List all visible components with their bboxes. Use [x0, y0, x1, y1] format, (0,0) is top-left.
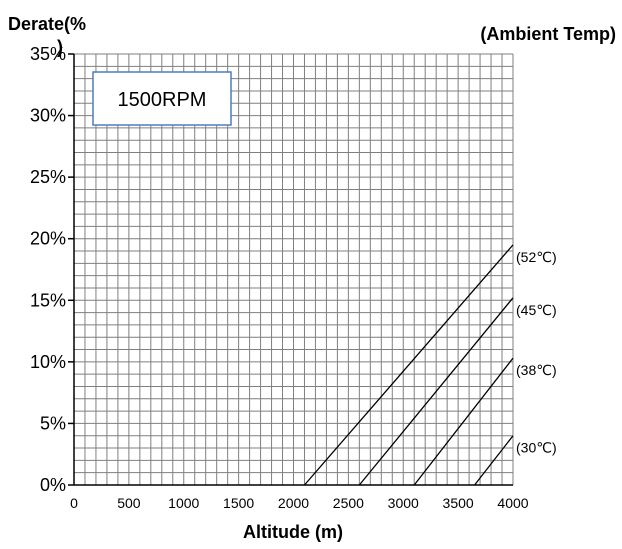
- y-tick-label: 15%: [30, 290, 66, 310]
- right-axis-title: (Ambient Temp): [480, 24, 616, 44]
- y-axis-title-part2: ): [57, 37, 63, 57]
- y-tick-label: 20%: [30, 229, 66, 249]
- y-tick-label: 10%: [30, 352, 66, 372]
- annotation-text: 1500RPM: [118, 89, 207, 111]
- series-labels: (52℃) (45℃) (38℃) (30℃): [516, 249, 557, 456]
- y-tick-label: 30%: [30, 106, 66, 126]
- grid: [73, 53, 514, 486]
- y-tick-label: 35%: [30, 44, 66, 64]
- y-axis-title-part1: Derate(%: [8, 14, 86, 34]
- series-lines: [303, 244, 514, 486]
- x-tick-label: 2500: [333, 495, 364, 511]
- series-label: (30℃): [516, 440, 557, 456]
- series-line: [303, 244, 514, 486]
- y-tick-label: 25%: [30, 167, 66, 187]
- x-tick-label: 500: [117, 495, 141, 511]
- x-tick-label: 2000: [278, 495, 309, 511]
- annotation-box: [92, 71, 232, 126]
- x-tick-label: 4000: [497, 495, 528, 511]
- y-tick-label: 0%: [40, 475, 66, 495]
- series-line: [413, 357, 514, 486]
- x-tick-label: 3500: [443, 495, 474, 511]
- x-tick-label: 0: [70, 495, 78, 511]
- series-label: (38℃): [516, 362, 557, 378]
- series-label: (45℃): [516, 302, 557, 318]
- series-line: [474, 435, 514, 486]
- series-line: [358, 297, 514, 486]
- x-tick-label: 1000: [168, 495, 199, 511]
- series-label: (52℃): [516, 249, 557, 265]
- x-tick-label: 3000: [388, 495, 419, 511]
- x-tick-label: 1500: [223, 495, 254, 511]
- x-tick-labels: 0 500 1000 1500 2000 2500 3000 3500 4000: [70, 495, 529, 511]
- axes: [68, 53, 513, 486]
- y-tick-labels: 0% 5% 10% 15% 20% 25% 30% 35%: [30, 44, 66, 495]
- x-axis-title: Altitude (m): [243, 522, 343, 542]
- y-tick-label: 5%: [40, 413, 66, 433]
